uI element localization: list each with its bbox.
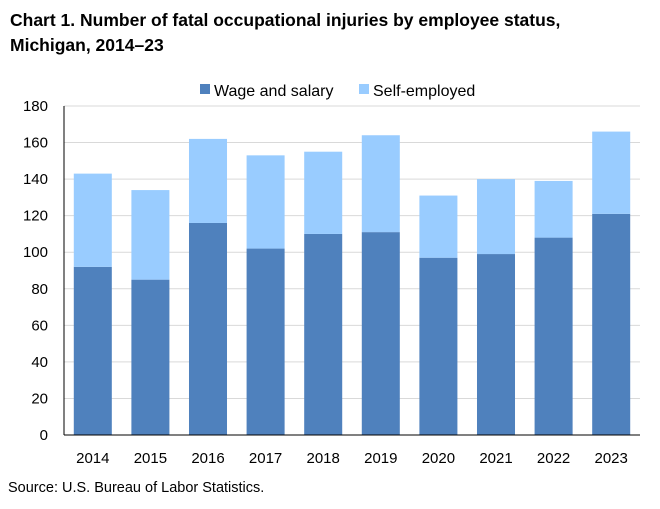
y-tick-label: 140 xyxy=(23,171,48,188)
y-tick-label: 120 xyxy=(23,208,48,225)
bar-self-employed xyxy=(73,173,112,267)
x-tick-label: 2019 xyxy=(364,450,397,467)
y-tick-label: 0 xyxy=(40,427,48,444)
legend-label-wage-and-salary: Wage and salary xyxy=(214,83,333,100)
bar-wage-and-salary xyxy=(534,237,573,435)
x-tick-label: 2023 xyxy=(595,450,628,467)
x-tick-label: 2016 xyxy=(191,450,224,467)
bar-wage-and-salary xyxy=(131,279,170,435)
chart-title-line-2: Michigan, 2014–23 xyxy=(10,35,164,55)
legend-swatch-wage-and-salary xyxy=(200,84,210,94)
bar-wage-and-salary xyxy=(188,222,228,435)
bar-wage-and-salary xyxy=(419,257,458,435)
y-tick-label: 80 xyxy=(31,281,48,298)
stacked-bar-chart: Wage and salary Self-employed 0 20 40 60 80 1… xyxy=(23,83,640,467)
chart-title-line-1: Chart 1. Number of fatal occupational in… xyxy=(10,10,561,30)
bar-wage-and-salary xyxy=(592,213,631,435)
x-axis-tick-labels: 2014 2015 2016 2017 2018 2019 2020 2021 2022 2023 xyxy=(76,450,628,467)
x-tick-label: 2014 xyxy=(76,450,109,467)
bar-wage-and-salary xyxy=(476,254,516,435)
chart-title: Chart 1. Number of fatal occupational in… xyxy=(10,8,650,58)
bar-self-employed xyxy=(534,180,573,238)
y-tick-label: 100 xyxy=(23,244,48,261)
x-tick-label: 2017 xyxy=(249,450,282,467)
y-tick-label: 160 xyxy=(23,135,48,152)
y-tick-label: 40 xyxy=(31,354,48,371)
y-axis-tick-labels: 0 20 40 60 80 100 120 140 160 180 xyxy=(23,98,48,444)
bar-wage-and-salary xyxy=(304,233,343,435)
bar-self-employed xyxy=(131,190,170,280)
x-tick-label: 2020 xyxy=(422,450,455,467)
bar-self-employed xyxy=(246,155,285,249)
bar-self-employed xyxy=(188,138,228,223)
legend-label-self-employed: Self-employed xyxy=(373,83,475,100)
bar-self-employed xyxy=(476,179,516,255)
y-tick-label: 20 xyxy=(31,390,48,407)
bar-self-employed xyxy=(361,135,400,233)
legend: Wage and salary Self-employed xyxy=(200,83,475,100)
source-note: Source: U.S. Bureau of Labor Statistics. xyxy=(8,480,265,496)
x-tick-label: 2021 xyxy=(479,450,512,467)
x-tick-label: 2022 xyxy=(537,450,570,467)
bar-self-employed xyxy=(304,151,343,234)
legend-swatch-self-employed xyxy=(359,84,369,94)
bars xyxy=(73,131,631,435)
bar-wage-and-salary xyxy=(73,266,112,435)
bar-self-employed xyxy=(419,195,458,258)
y-tick-label: 180 xyxy=(23,98,48,115)
bar-wage-and-salary xyxy=(361,232,400,435)
x-tick-label: 2018 xyxy=(307,450,340,467)
bar-wage-and-salary xyxy=(246,248,285,435)
y-tick-label: 60 xyxy=(31,317,48,334)
x-tick-label: 2015 xyxy=(134,450,167,467)
bar-self-employed xyxy=(592,131,631,214)
